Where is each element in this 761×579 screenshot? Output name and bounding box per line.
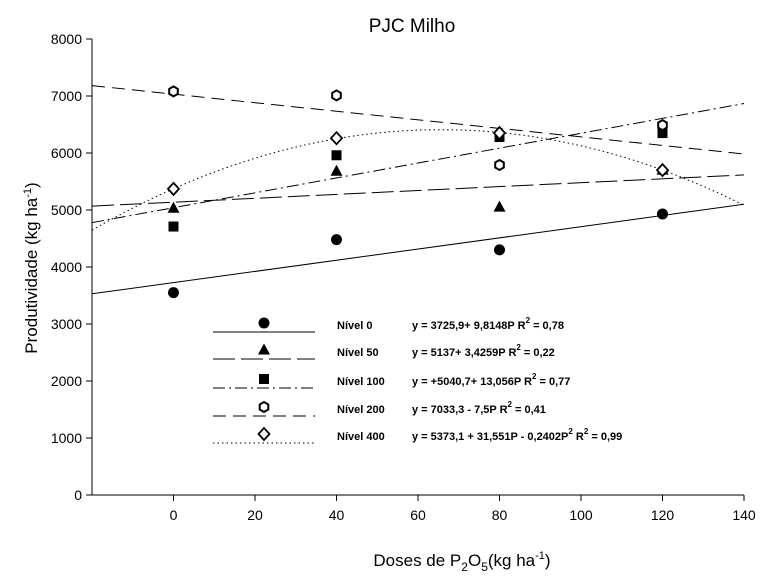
y-tick-label: 6000 xyxy=(51,145,82,161)
legend-label: Nível 0 xyxy=(337,320,372,332)
data-point xyxy=(331,150,342,161)
y-tick-label: 2000 xyxy=(51,373,82,389)
y-axis-label: Produtividade (kg ha-1) xyxy=(22,182,41,353)
data-point xyxy=(258,343,270,355)
legend-equation: y = 5137+ 3,4259P R2 = 0,22 xyxy=(412,343,555,359)
x-tick-label: 120 xyxy=(651,507,675,523)
data-point xyxy=(257,426,271,442)
data-point xyxy=(168,287,179,299)
x-tick-label: 20 xyxy=(247,507,263,523)
legend-equation: y = 5373,1 + 31,551P - 0,2402P2 R2 = 0,9… xyxy=(412,427,622,443)
data-point xyxy=(492,125,507,141)
data-point xyxy=(258,400,270,414)
fit-line xyxy=(92,174,744,207)
chart-title: PJC Milho xyxy=(369,16,456,37)
x-tick-label: 100 xyxy=(569,507,593,523)
data-point xyxy=(494,244,505,256)
x-tick-label: 40 xyxy=(329,507,345,523)
y-tick-label: 8000 xyxy=(51,31,82,47)
legend-label: Nível 100 xyxy=(337,376,385,388)
data-point xyxy=(167,201,180,213)
data-point xyxy=(494,158,505,172)
x-tick-label: 140 xyxy=(732,507,756,523)
data-point xyxy=(657,208,668,220)
data-point xyxy=(493,200,506,212)
x-tick-label: 60 xyxy=(410,507,426,523)
fit-line xyxy=(92,129,744,231)
data-point xyxy=(168,85,179,98)
legend-equation: y = 3725,9+ 9,8148P R2 = 0,78 xyxy=(412,316,564,332)
y-tick-label: 0 xyxy=(74,487,82,503)
legend-equation: y = +5040,7+ 13,056P R2 = 0,77 xyxy=(412,372,570,388)
data-point xyxy=(657,128,668,139)
legend: Nível 0 y = 3725,9+ 9,8148P R2 = 0,78 Níve… xyxy=(213,316,622,444)
x-axis-label: Doses de P2O5(kg ha-1) xyxy=(373,550,550,574)
data-point xyxy=(329,130,344,146)
data-point xyxy=(330,164,343,176)
y-tick-label: 3000 xyxy=(51,316,82,332)
data-point xyxy=(331,89,342,102)
legend-equation: y = 7033,3 - 7,5P R2 = 0,41 xyxy=(412,400,546,416)
y-tick-label: 1000 xyxy=(51,430,82,446)
data-point xyxy=(655,162,670,178)
data-point xyxy=(168,221,179,232)
x-tick-label: 80 xyxy=(492,507,508,523)
data-point xyxy=(259,374,269,384)
legend-label: Nível 400 xyxy=(337,431,385,443)
data-point xyxy=(166,181,181,197)
x-tick-label: 0 xyxy=(170,507,178,523)
fit-line xyxy=(92,203,744,295)
fit-line xyxy=(92,103,744,224)
y-tick-label: 5000 xyxy=(51,202,82,218)
legend-label: Nível 200 xyxy=(337,404,385,416)
data-point xyxy=(258,317,270,329)
y-tick-label: 7000 xyxy=(51,88,82,104)
y-tick-label: 4000 xyxy=(51,259,82,275)
data-point xyxy=(331,234,342,246)
plot-area: 0 1000 2000 3000 4000 5000 6000 7000 8000 0 20 40 60… xyxy=(51,31,756,523)
data-point xyxy=(657,118,668,132)
fit-line xyxy=(92,85,744,155)
legend-label: Nível 50 xyxy=(337,347,379,359)
